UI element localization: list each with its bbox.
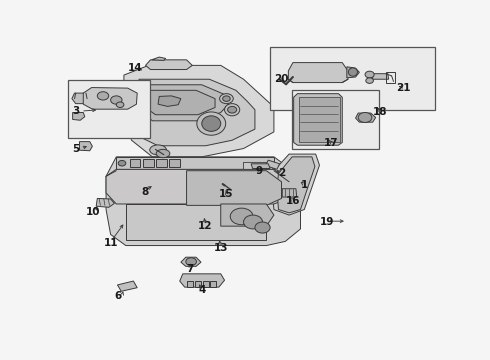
Text: 17: 17 [323, 138, 338, 148]
Text: 1: 1 [301, 180, 308, 190]
Text: 18: 18 [373, 108, 388, 117]
Polygon shape [141, 85, 228, 121]
Ellipse shape [156, 149, 170, 158]
Text: 3: 3 [72, 106, 79, 116]
Ellipse shape [150, 145, 167, 155]
Ellipse shape [186, 258, 196, 266]
Text: 16: 16 [286, 196, 300, 206]
Text: 7: 7 [187, 264, 194, 274]
Polygon shape [181, 257, 201, 266]
Text: 13: 13 [214, 243, 228, 253]
Polygon shape [251, 164, 270, 168]
Polygon shape [124, 66, 274, 157]
Polygon shape [106, 157, 300, 246]
Polygon shape [116, 157, 274, 169]
Text: 2: 2 [278, 168, 285, 179]
Ellipse shape [197, 112, 226, 135]
Text: 5: 5 [72, 144, 79, 153]
Polygon shape [135, 79, 255, 146]
Text: 15: 15 [219, 189, 234, 199]
Polygon shape [126, 204, 267, 240]
Text: 20: 20 [274, 74, 289, 84]
Polygon shape [73, 112, 85, 120]
Polygon shape [146, 60, 192, 69]
Ellipse shape [366, 78, 373, 84]
Polygon shape [272, 154, 319, 215]
Ellipse shape [118, 161, 126, 166]
Bar [210, 281, 216, 287]
Polygon shape [288, 63, 348, 82]
Ellipse shape [227, 107, 237, 113]
Text: 8: 8 [141, 186, 148, 197]
Bar [195, 281, 201, 287]
Polygon shape [220, 204, 274, 226]
Ellipse shape [348, 68, 358, 76]
Ellipse shape [358, 112, 372, 122]
Bar [270, 46, 435, 110]
Text: 4: 4 [198, 285, 205, 295]
Ellipse shape [255, 222, 270, 233]
Text: 10: 10 [86, 207, 101, 217]
Ellipse shape [98, 92, 109, 100]
Text: 14: 14 [128, 63, 143, 73]
Bar [187, 281, 194, 287]
Bar [292, 90, 379, 149]
Ellipse shape [220, 94, 233, 104]
Bar [129, 159, 140, 167]
Bar [143, 159, 153, 167]
Polygon shape [282, 189, 297, 197]
Polygon shape [72, 93, 90, 104]
Polygon shape [180, 274, 224, 287]
Polygon shape [277, 157, 315, 213]
Bar [298, 97, 340, 141]
Polygon shape [187, 171, 281, 205]
Text: 19: 19 [320, 217, 334, 227]
Polygon shape [106, 169, 289, 204]
Polygon shape [146, 90, 215, 115]
Polygon shape [372, 74, 389, 79]
Polygon shape [118, 281, 137, 291]
Polygon shape [347, 67, 359, 78]
Ellipse shape [365, 71, 374, 78]
Ellipse shape [230, 208, 253, 225]
Ellipse shape [111, 96, 122, 104]
Text: 21: 21 [396, 82, 410, 93]
Bar [202, 281, 209, 287]
Polygon shape [151, 57, 166, 60]
Text: 12: 12 [198, 221, 213, 231]
Text: 9: 9 [255, 166, 262, 176]
Ellipse shape [224, 104, 240, 116]
Polygon shape [158, 96, 181, 107]
Polygon shape [244, 162, 273, 169]
Bar [156, 159, 167, 167]
Polygon shape [83, 87, 137, 109]
Text: 11: 11 [103, 238, 118, 248]
Ellipse shape [222, 96, 230, 102]
Polygon shape [266, 160, 280, 169]
Polygon shape [79, 141, 93, 151]
Ellipse shape [244, 215, 263, 229]
Text: 6: 6 [115, 291, 122, 301]
Bar [68, 80, 150, 138]
Bar [170, 159, 180, 167]
Ellipse shape [116, 102, 124, 108]
Ellipse shape [202, 116, 220, 131]
Polygon shape [294, 94, 342, 145]
Polygon shape [96, 198, 115, 207]
Polygon shape [356, 113, 376, 122]
